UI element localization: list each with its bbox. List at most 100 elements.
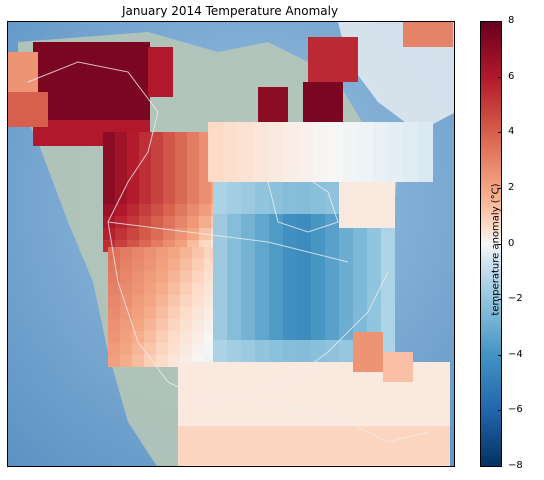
anomaly-cell <box>132 283 144 295</box>
anomaly-cell <box>338 394 354 410</box>
anomaly-cell <box>227 284 241 298</box>
anomaly-cell <box>386 410 402 426</box>
anomaly-cell <box>238 167 253 182</box>
anomaly-cell <box>132 355 144 367</box>
anomaly-cell <box>381 298 395 312</box>
colorbar-tick-label: 2 <box>508 181 515 193</box>
anomaly-cell <box>103 228 115 240</box>
anomaly-cell <box>175 144 187 156</box>
anomaly-cell <box>418 362 434 378</box>
anomaly-cell <box>156 295 168 307</box>
anomaly-cell <box>137 55 150 68</box>
anomaly-cell <box>127 192 139 204</box>
anomaly-cell <box>274 410 290 426</box>
anomaly-cell <box>108 343 120 355</box>
anomaly-cell <box>328 122 343 137</box>
anomaly-cell <box>8 52 38 92</box>
anomaly-cell <box>269 326 283 340</box>
anomaly-cell <box>111 81 124 94</box>
anomaly-cell <box>241 242 255 256</box>
anomaly-cell <box>353 186 367 200</box>
anomaly-cell <box>227 200 241 214</box>
anomaly-cell <box>175 132 187 144</box>
anomaly-cell <box>132 307 144 319</box>
anomaly-cell <box>311 284 325 298</box>
anomaly-cell <box>274 442 290 458</box>
anomaly-cell <box>168 283 180 295</box>
anomaly-cell <box>339 326 353 340</box>
anomaly-cell <box>434 362 450 378</box>
anomaly-cell <box>175 156 187 168</box>
anomaly-cell <box>120 355 132 367</box>
anomaly-cell <box>402 394 418 410</box>
anomaly-cell <box>163 132 175 144</box>
anomaly-cell <box>353 332 383 372</box>
anomaly-cell <box>192 283 204 295</box>
anomaly-cell <box>194 394 210 410</box>
anomaly-cell <box>163 168 175 180</box>
anomaly-cell <box>255 270 269 284</box>
coastlines <box>27 61 429 443</box>
anomaly-cell <box>210 458 226 466</box>
anomaly-cell <box>168 271 180 283</box>
anomaly-cell <box>192 307 204 319</box>
anomaly-cell <box>388 152 403 167</box>
anomaly-cell <box>115 180 127 192</box>
anomaly-cell <box>402 410 418 426</box>
anomaly-cell <box>187 180 199 192</box>
colorbar-label: temperature anomaly (°C) <box>490 183 502 316</box>
anomaly-cell <box>163 192 175 204</box>
anomaly-cell <box>322 378 338 394</box>
anomaly-cell <box>268 122 283 137</box>
anomaly-cell <box>223 122 238 137</box>
anomaly-cell <box>132 319 144 331</box>
anomaly-cell <box>213 284 227 298</box>
anomaly-cell <box>367 312 381 326</box>
anomaly-cell <box>137 107 150 120</box>
anomaly-cell <box>268 137 283 152</box>
anomaly-cell <box>72 94 85 107</box>
anomaly-cell <box>111 94 124 107</box>
anomaly-cell <box>325 256 339 270</box>
anomaly-cell <box>311 242 325 256</box>
anomaly-cell <box>46 55 59 68</box>
anomaly-cell <box>253 137 268 152</box>
anomaly-cell <box>59 94 72 107</box>
anomaly-cell <box>178 362 194 378</box>
anomaly-cell <box>227 228 241 242</box>
anomaly-cell <box>306 378 322 394</box>
anomaly-cell <box>139 180 151 192</box>
anomaly-cell <box>72 55 85 68</box>
anomaly-cell <box>418 426 434 442</box>
anomaly-cell <box>367 214 381 228</box>
anomaly-cell <box>255 186 269 200</box>
anomaly-cell <box>370 426 386 442</box>
anomaly-cell <box>367 298 381 312</box>
anomaly-cell <box>313 122 328 137</box>
anomaly-cell <box>156 355 168 367</box>
anomaly-cell <box>353 256 367 270</box>
anomaly-cell <box>381 326 395 340</box>
anomaly-cell <box>180 247 192 259</box>
anomaly-cell <box>403 167 418 182</box>
anomaly-cell <box>258 442 274 458</box>
anomaly-cell <box>111 68 124 81</box>
anomaly-cell <box>290 458 306 466</box>
anomaly-cell <box>151 204 163 216</box>
colorbar-tick-mark <box>498 243 502 245</box>
anomaly-cell <box>242 410 258 426</box>
anomaly-cell <box>120 247 132 259</box>
anomaly-cell <box>85 55 98 68</box>
anomaly-cell <box>297 326 311 340</box>
anomaly-cell <box>242 362 258 378</box>
anomaly-cell <box>98 68 111 81</box>
anomaly-cell <box>85 120 98 133</box>
anomaly-cell <box>144 259 156 271</box>
anomaly-cell <box>137 68 150 81</box>
anomaly-cell <box>226 378 242 394</box>
anomaly-cell <box>98 107 111 120</box>
anomaly-cell <box>151 180 163 192</box>
anomaly-cell <box>353 284 367 298</box>
anomaly-cell <box>339 298 353 312</box>
anomaly-cell <box>108 307 120 319</box>
